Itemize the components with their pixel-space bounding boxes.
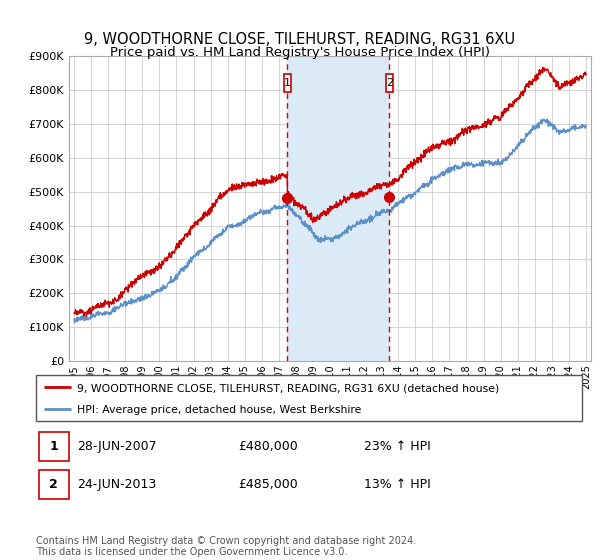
Text: £480,000: £480,000 [238, 440, 298, 453]
FancyBboxPatch shape [36, 375, 582, 421]
Text: Contains HM Land Registry data © Crown copyright and database right 2024.
This d: Contains HM Land Registry data © Crown c… [36, 535, 416, 557]
Text: 9, WOODTHORNE CLOSE, TILEHURST, READING, RG31 6XU: 9, WOODTHORNE CLOSE, TILEHURST, READING,… [85, 32, 515, 48]
Text: 9, WOODTHORNE CLOSE, TILEHURST, READING, RG31 6XU (detached house): 9, WOODTHORNE CLOSE, TILEHURST, READING,… [77, 383, 499, 393]
Text: 1: 1 [49, 440, 58, 453]
Text: 2: 2 [49, 478, 58, 491]
FancyBboxPatch shape [386, 74, 393, 92]
Text: 2: 2 [386, 78, 393, 88]
Text: 23% ↑ HPI: 23% ↑ HPI [364, 440, 430, 453]
FancyBboxPatch shape [39, 470, 69, 499]
Text: £485,000: £485,000 [238, 478, 298, 491]
Text: Price paid vs. HM Land Registry's House Price Index (HPI): Price paid vs. HM Land Registry's House … [110, 46, 490, 59]
FancyBboxPatch shape [284, 74, 290, 92]
Bar [287, 56, 389, 361]
Text: HPI: Average price, detached house, West Berkshire: HPI: Average price, detached house, West… [77, 405, 361, 415]
Text: 24-JUN-2013: 24-JUN-2013 [77, 478, 156, 491]
Text: 28-JUN-2007: 28-JUN-2007 [77, 440, 157, 453]
Text: 1: 1 [284, 78, 290, 88]
FancyBboxPatch shape [39, 432, 69, 461]
Text: 13% ↑ HPI: 13% ↑ HPI [364, 478, 430, 491]
